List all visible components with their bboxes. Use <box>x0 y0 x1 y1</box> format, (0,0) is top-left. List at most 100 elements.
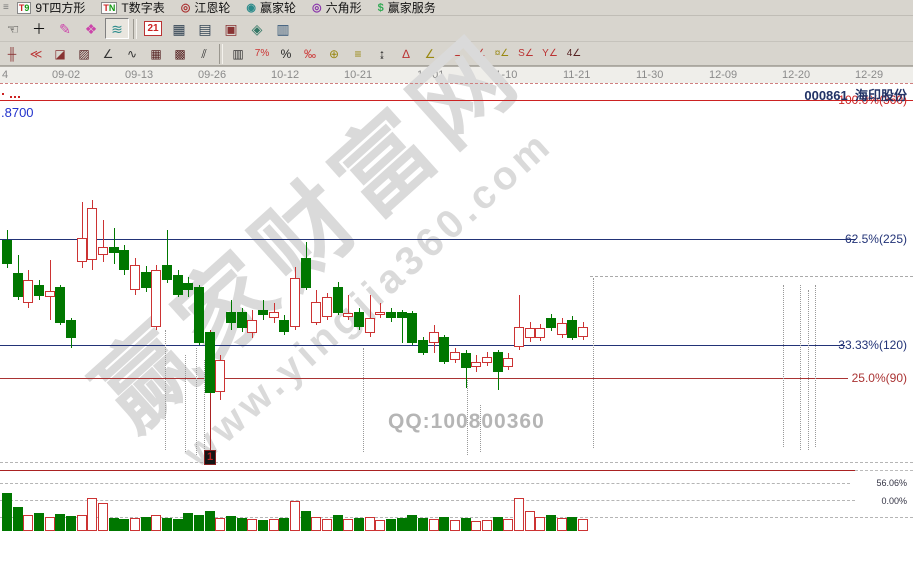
menu-item-3[interactable]: ◉ 赢家轮 <box>238 0 304 16</box>
gold2-angle-tool-button[interactable]: ¤∠ <box>491 44 513 63</box>
candlestick-chart[interactable]: 赢家财富网 www.yingjia360.com QQ:100800360 00… <box>0 0 913 531</box>
candle-body <box>471 362 481 367</box>
candle-body <box>375 312 385 315</box>
gold-lines-tool-button[interactable]: ≡ <box>347 44 369 63</box>
percent-tool-icon: % <box>280 46 292 61</box>
gold-angle-tool-button[interactable]: ∠ <box>419 44 441 63</box>
crosshair-tool-icon: ＋ <box>32 20 46 37</box>
percent-lines-tool-button[interactable]: ‰ <box>299 44 321 63</box>
angle-pen-tool-button[interactable]: ✎ <box>53 18 77 39</box>
t-percent-tool-button[interactable]: 7% <box>251 44 273 63</box>
candle-body <box>514 327 524 347</box>
shape-tool-button[interactable]: ❖ <box>79 18 103 39</box>
wave-tool-button[interactable]: ∿ <box>121 44 143 63</box>
grid-tool-button[interactable]: ▦ <box>145 44 167 63</box>
volume-bar <box>514 498 524 531</box>
calculator-tool-button[interactable]: ▦ <box>167 18 191 39</box>
volume-bar <box>205 511 215 531</box>
menu-item-label: 赢家服务 <box>387 1 436 15</box>
volume-bar <box>386 519 396 531</box>
arrow-flag-tool-button[interactable]: ↨ <box>371 44 393 63</box>
event-marker-1: 1 <box>204 450 216 465</box>
date-tick: 11-10 <box>490 69 518 81</box>
channel-tool-icon: ∆ <box>402 46 410 61</box>
gann-time-line <box>165 330 166 450</box>
share-network-tool-button[interactable]: ◈ <box>245 18 269 39</box>
date-tick: 10-21 <box>344 69 373 81</box>
calendar-21-tool-button[interactable]: 21 <box>141 18 165 39</box>
volume-bar <box>237 518 247 531</box>
volume-bar <box>45 517 55 531</box>
grid-arrow-tool-button[interactable]: ▩ <box>169 44 191 63</box>
menu-item-4[interactable]: ◎ 六角形 <box>304 0 370 16</box>
f-angle-tool-button[interactable]: F∠ <box>467 44 489 63</box>
volume-bar <box>546 515 556 531</box>
volume-bar <box>461 518 471 531</box>
tn-badge: TN <box>101 1 118 14</box>
four-angle-tool-button[interactable]: 4∠ <box>563 44 585 63</box>
volume-bar <box>301 511 311 531</box>
candle-body <box>77 238 87 262</box>
date-tick: 09-26 <box>198 69 227 81</box>
notepad-tool-button[interactable]: ▤ <box>193 18 217 39</box>
save-tool-button[interactable]: ▣ <box>219 18 243 39</box>
candle-wick <box>370 295 371 337</box>
square-fan-tool-button[interactable]: ▨ <box>73 44 95 63</box>
candle-body <box>141 272 151 288</box>
save-tool-icon: ▣ <box>224 20 238 37</box>
drawing-toolbar: ╫ ≪ ◪ ▨ ∠ ∿ ▦ ▩ ⫽ ▥ 7%% ‰ ⊕ ≡ ↨ ∆ ∠ J∠ F∠ ¤∠ S∠ Y∠ 4∠ <box>0 42 913 66</box>
menu-item-2[interactable]: ◎ 江恩轮 <box>173 0 239 16</box>
four-angle-tool-icon: 4∠ <box>566 47 582 59</box>
menu-item-0[interactable]: T9 9T四方形 <box>9 0 94 16</box>
volume-bar <box>141 517 151 531</box>
percent-tool-button[interactable]: % <box>275 44 297 63</box>
candle-body <box>258 310 268 315</box>
volume-bar <box>503 519 513 531</box>
candle-body <box>343 313 353 317</box>
candle-body <box>237 312 247 328</box>
candle-body <box>386 312 396 318</box>
candle-body <box>525 328 535 338</box>
gann-grid-tool-button[interactable]: ╫ <box>1 44 23 63</box>
volume-bar <box>194 515 204 531</box>
date-tick: 11-21 <box>563 69 591 81</box>
channel-tool-button[interactable]: ∆ <box>395 44 417 63</box>
parallel-lines-tool-button[interactable]: ⫽ <box>193 44 215 63</box>
crosshair-tool-button[interactable]: ＋ <box>27 18 51 39</box>
menu-item-1[interactable]: TN T数字表 <box>93 0 172 16</box>
date-tick: 12-09 <box>709 69 738 81</box>
shen-angle-tool-button[interactable]: S∠ <box>515 44 537 63</box>
menu-item-5[interactable]: $ 赢家服务 <box>370 0 444 16</box>
volume-bar <box>333 515 343 531</box>
candle-wick <box>519 295 520 350</box>
gold-lines-tool-icon: ≡ <box>354 46 362 61</box>
j-angle-tool-icon: J∠ <box>447 47 461 59</box>
gold-circle-tool-icon: ⊕ <box>328 46 340 61</box>
export-truck-tool-button[interactable]: ▥ <box>271 18 295 39</box>
date-tick: 09-02 <box>52 69 81 81</box>
candle-body <box>151 270 161 327</box>
arc-fan-tool-button[interactable]: ◪ <box>49 44 71 63</box>
candle-body <box>439 337 449 362</box>
volume-bar <box>247 519 257 531</box>
volume-bar <box>493 517 503 531</box>
volume-bar <box>269 519 279 531</box>
angle-lines-tool-button[interactable]: ∠ <box>97 44 119 63</box>
gold-circle-tool-button[interactable]: ⊕ <box>323 44 345 63</box>
percent-ruler-tool-button[interactable]: ▥ <box>227 44 249 63</box>
volume-bar <box>439 517 449 531</box>
volume-bar <box>397 518 407 531</box>
calendar-21-tool-icon: 21 <box>144 21 162 36</box>
j-angle-tool-button[interactable]: J∠ <box>443 44 465 63</box>
date-tick: 11-01 <box>417 69 445 81</box>
date-tick: 4 <box>2 69 9 81</box>
volume-bar <box>450 520 460 531</box>
candle-body <box>333 287 343 313</box>
candle-body <box>34 285 44 296</box>
menu-overflow-icon[interactable]: ≡ <box>3 2 9 13</box>
volume-bar <box>525 511 535 531</box>
hand-tool-button[interactable]: ☜ <box>1 18 25 39</box>
gann-fan-tool-button[interactable]: ≪ <box>25 44 47 63</box>
win-angle-tool-button[interactable]: Y∠ <box>539 44 561 63</box>
wave-brain-tool-button[interactable]: ≋ <box>105 18 129 39</box>
